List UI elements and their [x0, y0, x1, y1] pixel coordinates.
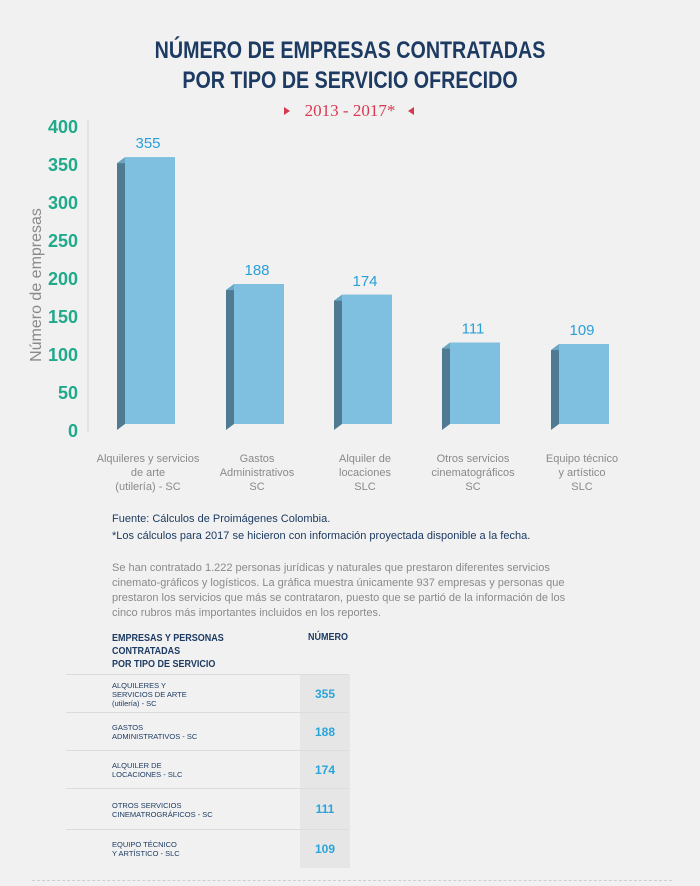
bar [342, 294, 392, 424]
x-category-label: SC [465, 481, 480, 493]
right-triangle-icon [284, 107, 290, 115]
y-tick-label: 0 [68, 421, 78, 441]
table-cell-service: OTROS SERVICIOS CINEMATROGRÁFICOS - SC [112, 801, 262, 819]
x-category-label: y artístico [558, 467, 605, 479]
y-tick-label: 250 [48, 231, 78, 251]
bar-side [117, 157, 125, 430]
table-cell-service-line: LOCACIONES - SLC [112, 770, 183, 779]
x-category-label: Administrativos [220, 467, 295, 479]
chart-subtitle: 2013 - 2017* [304, 101, 396, 120]
y-tick-label: 100 [48, 345, 78, 365]
table-cell-service: ALQUILER DE LOCACIONES - SLC [112, 761, 262, 779]
x-category-label: Alquileres y servicios [97, 453, 200, 465]
description-paragraph: Se han contratado 1.222 personas jurídic… [112, 562, 566, 619]
table-header-label-line-2: POR TIPO DE SERVICIO [112, 659, 216, 670]
table-cell-number: 111 [300, 789, 350, 830]
data-label: 109 [569, 322, 594, 339]
table-cell-number: 355 [300, 675, 350, 713]
table-row: ALQUILERES Y SERVICIOS DE ARTE (utilería) … [66, 674, 350, 713]
table-cell-service-line: (utilería) - SC [112, 698, 157, 708]
table-cell-number: 174 [300, 751, 350, 789]
x-category-label: de arte [131, 467, 165, 479]
x-category-label: locaciones [339, 467, 391, 479]
table-cell-service-line: GASTOS [112, 723, 144, 732]
table-cell-number: 188 [300, 713, 350, 751]
chart-title-line-2: POR TIPO DE SERVICIO OFRECIDO [182, 67, 518, 94]
bar-side [551, 344, 559, 430]
y-tick-label: 350 [48, 155, 78, 175]
x-category-label: cinematográficos [431, 467, 515, 479]
table-cell-service-line: ALQUILER DE [112, 761, 162, 770]
bar [450, 342, 500, 424]
table-cell-service-line: EQUIPO TÉCNICO [112, 840, 177, 849]
data-label: 188 [244, 262, 269, 279]
data-label: 111 [462, 321, 485, 338]
bar [559, 344, 609, 424]
chart-title-line-1: NÚMERO DE EMPRESAS CONTRATADAS [154, 37, 546, 64]
bar-chart: 0 50 100 150 200 250 300 350 400 Número de empres… [28, 117, 618, 493]
table-row: ALQUILER DE LOCACIONES - SLC 174 [66, 750, 350, 789]
x-category-label: SLC [571, 481, 592, 493]
table-row: OTROS SERVICIOS CINEMATROGRÁFICOS - SC 111 [66, 788, 350, 830]
y-tick-label: 300 [48, 193, 78, 213]
table-cell-service-line: Y ARTÍSTICO - SLC [112, 849, 180, 858]
table-cell-number: 109 [300, 830, 350, 868]
x-category-label: Alquiler de [339, 453, 391, 465]
y-tick-label: 200 [48, 269, 78, 289]
table-cell-service-line: ALQUILERES Y [112, 680, 167, 690]
bar-side [442, 342, 450, 430]
table-cell-service: GASTOS ADMINISTRATIVOS - SC [112, 723, 262, 741]
table-row: EQUIPO TÉCNICO Y ARTÍSTICO - SLC 109 [66, 829, 350, 868]
table-header-label-line-1: EMPRESAS Y PERSONAS CONTRATADAS [112, 633, 224, 657]
bar-side [226, 284, 234, 430]
x-category-label: Equipo técnico [546, 453, 618, 465]
y-tick-label: 50 [58, 383, 78, 403]
table-row: GASTOS ADMINISTRATIVOS - SC 188 [66, 712, 350, 751]
x-category-label: SC [249, 481, 264, 493]
y-tick-label: 400 [48, 117, 78, 137]
left-triangle-icon [408, 107, 414, 115]
table-header-label: EMPRESAS Y PERSONAS CONTRATADAS POR TIPO… [112, 632, 292, 671]
table-cell-service-line: CINEMATROGRÁFICOS - SC [112, 809, 213, 819]
table-cell-service: ALQUILERES Y SERVICIOS DE ARTE (utilería) … [112, 681, 262, 708]
y-axis-label: Número de empresas [28, 208, 45, 362]
table-header-number: NÚMERO [308, 632, 349, 643]
table-cell-service: EQUIPO TÉCNICO Y ARTÍSTICO - SLC [112, 840, 262, 858]
x-category-label: (utilería) - SC [115, 481, 180, 493]
bar [234, 284, 284, 424]
table-cell-service-line: OTROS SERVICIOS [112, 800, 182, 810]
x-category-label: Gastos [240, 453, 275, 465]
table-cell-service-line: ADMINISTRATIVOS - SC [112, 732, 198, 741]
bar-side [334, 294, 342, 430]
data-label: 355 [135, 135, 160, 152]
y-tick-label: 150 [48, 307, 78, 327]
x-category-label: Otros servicios [437, 453, 510, 465]
x-category-label: SLC [354, 481, 375, 493]
table-cell-service-line: SERVICIOS DE ARTE [112, 689, 187, 699]
bottom-divider [32, 880, 672, 881]
projection-note: *Los cálculos para 2017 se hicieron con … [112, 530, 531, 542]
data-label: 174 [352, 273, 377, 290]
source-note: Fuente: Cálculos de Proimágenes Colombia… [112, 513, 331, 525]
bar [125, 157, 175, 424]
